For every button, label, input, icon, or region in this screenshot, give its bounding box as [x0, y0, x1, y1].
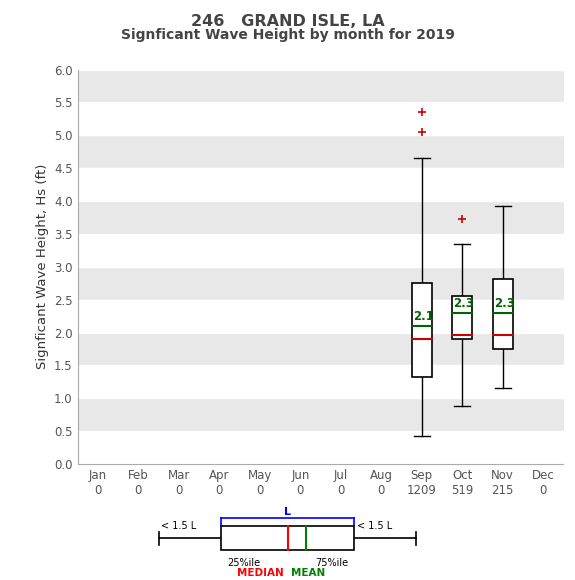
Bar [78, 168, 564, 201]
Text: Signficant Wave Height by month for 2019: Signficant Wave Height by month for 2019 [121, 28, 454, 42]
Text: MEAN: MEAN [291, 567, 325, 578]
Bar [78, 103, 564, 135]
Text: 2.3: 2.3 [453, 297, 474, 310]
Text: < 1.5 L: < 1.5 L [160, 521, 196, 531]
Bar [78, 365, 564, 398]
Text: 75%ile: 75%ile [315, 558, 348, 568]
Text: 25%ile: 25%ile [227, 558, 260, 568]
Bar [78, 234, 564, 267]
Text: 2.3: 2.3 [494, 297, 515, 310]
Text: < 1.5 L: < 1.5 L [358, 521, 393, 531]
Text: 2.1: 2.1 [413, 310, 434, 323]
Text: MEDIAN: MEDIAN [237, 567, 284, 578]
Bar [78, 300, 564, 332]
Bar [452, 296, 473, 339]
Bar [412, 283, 432, 377]
Y-axis label: Signficant Wave Height, Hs (ft): Signficant Wave Height, Hs (ft) [36, 164, 48, 369]
Text: L: L [284, 507, 291, 517]
Bar [493, 278, 513, 349]
Bar [78, 431, 564, 464]
Bar [221, 526, 354, 550]
Text: 246   GRAND ISLE, LA: 246 GRAND ISLE, LA [191, 14, 384, 30]
